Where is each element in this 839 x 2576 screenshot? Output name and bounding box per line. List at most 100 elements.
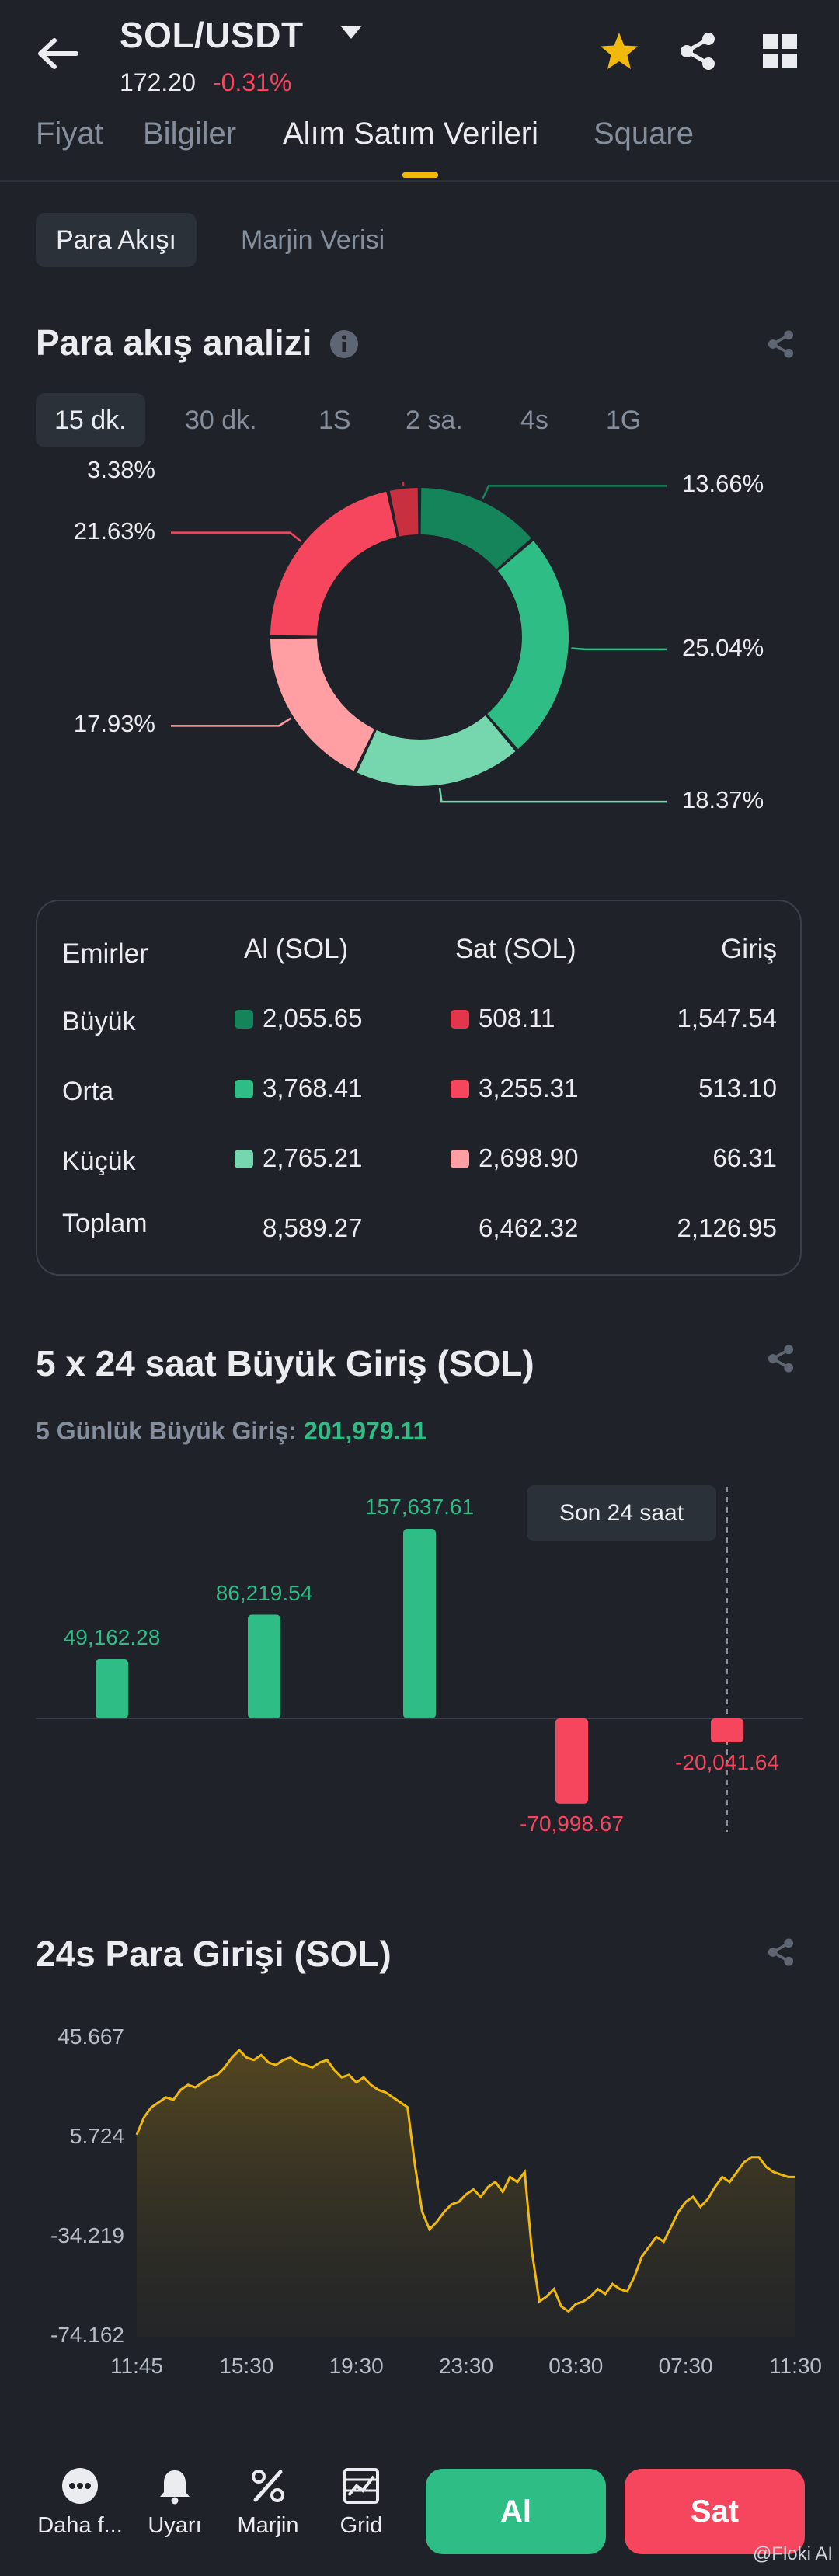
last-price: 172.20 [120, 68, 196, 96]
sell-value: 508.11 [479, 1004, 555, 1032]
bar [248, 1614, 280, 1718]
legend-swatch [451, 1010, 469, 1029]
more-label: Daha f... [37, 2513, 123, 2538]
period-1h[interactable]: 1S [319, 406, 351, 435]
slice-label: 21.63% [73, 517, 155, 545]
summary-label: 5 Günlük Büyük Giriş: [36, 1417, 298, 1445]
donut-slice [487, 541, 569, 750]
pair-title[interactable]: SOL/USDT [120, 15, 304, 55]
donut-slice [389, 488, 419, 537]
grid-button[interactable]: Grid [319, 2467, 404, 2539]
price-change: -0.31% [213, 68, 292, 96]
sell-value: 3,255.31 [479, 1074, 579, 1102]
period-2h[interactable]: 2 sa. [406, 406, 463, 435]
sell-button[interactable]: Sat [625, 2469, 805, 2554]
x-tick-label: 07:30 [658, 2354, 713, 2378]
leader-line [438, 788, 667, 803]
row-label: Orta [62, 1077, 114, 1106]
big-inflow-summary: 5 Günlük Büyük Giriş: 201,979.11 [36, 1417, 426, 1446]
money-flow-donut-chart [171, 482, 667, 803]
row-label: Büyük [62, 1007, 136, 1036]
info-icon[interactable] [329, 329, 359, 363]
y-tick-label: -74.162 [50, 2323, 124, 2347]
slice-label: 25.04% [682, 633, 764, 661]
share-icon[interactable] [677, 31, 718, 71]
share-icon[interactable] [766, 329, 795, 363]
bar-value-label: 86,219.54 [215, 1580, 313, 1605]
slice-label: 3.38% [87, 456, 155, 484]
sell-value: 2,698.90 [479, 1144, 579, 1172]
big-inflow-title: 5 x 24 saat Büyük Giriş (SOL) [36, 1343, 534, 1384]
x-tick-label: 03:30 [548, 2354, 604, 2378]
slice-label: 17.93% [73, 710, 155, 738]
tab-price[interactable]: Fiyat [36, 117, 103, 151]
leader-line [171, 531, 302, 542]
bar [711, 1718, 743, 1743]
more-dots-icon [62, 2468, 98, 2504]
bell-icon [160, 2470, 190, 2505]
donut-slice [420, 488, 531, 569]
y-tick-label: -34.219 [50, 2223, 124, 2247]
grid-menu-icon[interactable] [763, 34, 797, 68]
row-label: Küçük [62, 1147, 136, 1176]
bar [96, 1659, 128, 1718]
net-inflow-title: 24s Para Girişi (SOL) [36, 1934, 392, 1974]
bar [555, 1718, 588, 1804]
percent-icon [252, 2470, 284, 2502]
col-sell: Sat (SOL) [455, 934, 576, 964]
x-tick-label: 23:30 [438, 2354, 494, 2378]
period-4h[interactable]: 4s [520, 406, 548, 435]
margin-button[interactable]: Marjin [225, 2467, 311, 2539]
alerts-button[interactable]: Uyarı [132, 2467, 218, 2539]
divider [0, 180, 839, 182]
x-tick-label: 19:30 [329, 2354, 384, 2378]
pair-dropdown-icon[interactable] [339, 25, 363, 44]
donut-slice [270, 491, 397, 636]
col-orders: Emirler [62, 938, 148, 969]
subtab-money-flow[interactable]: Para Akışı [36, 213, 197, 267]
tab-square[interactable]: Square [594, 117, 694, 151]
leader-line [171, 717, 291, 727]
subtab-margin-data[interactable]: Marjin Verisi [241, 225, 385, 255]
legend-swatch [235, 1010, 253, 1029]
bar-value-label: -70,998.67 [520, 1811, 624, 1836]
share-icon[interactable] [766, 1937, 795, 1971]
big-inflow-bar-chart [36, 1487, 803, 1832]
tab-trading-data[interactable]: Alım Satım Verileri [283, 117, 538, 151]
buy-total: 8,589.27 [263, 1213, 363, 1242]
row-label: Toplam [62, 1209, 148, 1238]
y-tick-label: 45.667 [57, 2024, 124, 2049]
star-icon[interactable] [598, 31, 640, 71]
back-arrow-icon[interactable] [36, 36, 79, 71]
grid-bot-icon [343, 2468, 379, 2504]
x-tick-label: 11:45 [110, 2354, 163, 2378]
buy-button[interactable]: Al [426, 2469, 606, 2554]
leader-line [402, 482, 405, 486]
bar [403, 1529, 436, 1718]
donut-slice [270, 638, 374, 771]
x-tick-label: 15:30 [219, 2354, 274, 2378]
inflow-line [135, 2048, 795, 2313]
tab-info[interactable]: Bilgiler [143, 117, 237, 151]
donut-slice [357, 715, 516, 786]
legend-swatch [451, 1080, 469, 1098]
buy-value: 2,765.21 [263, 1144, 363, 1172]
x-tick-label: 11:30 [769, 2354, 822, 2378]
alerts-label: Uyarı [148, 2513, 202, 2538]
legend-swatch [235, 1080, 253, 1098]
net-inflow-area-chart [135, 2048, 795, 2337]
share-icon[interactable] [766, 1344, 795, 1377]
more-button[interactable]: Daha f... [37, 2467, 123, 2539]
watermark: @Floki AI [752, 2543, 833, 2564]
flow-analysis-title: Para akış analizi [36, 322, 312, 363]
col-inflow: Giriş [721, 934, 777, 964]
period-1d[interactable]: 1G [606, 406, 642, 435]
period-15m[interactable]: 15 dk. [36, 393, 145, 447]
bar-value-label: 49,162.28 [63, 1624, 161, 1649]
period-30m[interactable]: 30 dk. [185, 406, 257, 435]
summary-value: 201,979.11 [303, 1417, 427, 1445]
net-value: 1,547.54 [677, 1004, 777, 1032]
margin-label: Marjin [237, 2513, 299, 2538]
tooltip-last-24h: Son 24 saat [527, 1485, 716, 1541]
bar-value-label: -20,041.64 [675, 1750, 779, 1775]
